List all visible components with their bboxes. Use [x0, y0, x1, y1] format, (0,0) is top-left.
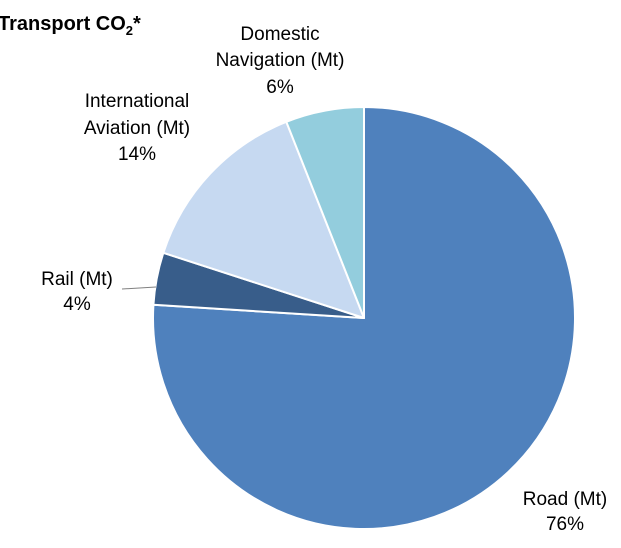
chart-title-main: Transport CO — [0, 13, 126, 35]
label-navigation-percent: 6% — [266, 77, 294, 98]
chart-title-suffix: * — [133, 13, 141, 35]
rail-leader-line — [122, 287, 156, 289]
label-aviation-percent: 14% — [118, 144, 156, 165]
label-road-percent: 76% — [546, 514, 584, 535]
label-rail-percent: 4% — [63, 294, 91, 315]
label-rail: Rail (Mt) — [41, 269, 113, 290]
chart-title: Transport CO2* — [0, 13, 141, 38]
label-navigation-line2: Navigation (Mt) — [216, 50, 345, 71]
label-aviation-line1: International — [85, 91, 190, 112]
label-road: Road (Mt) — [523, 489, 607, 510]
chart-title-subscript: 2 — [126, 23, 133, 38]
label-navigation-line1: Domestic — [240, 24, 319, 45]
pie-slices — [153, 107, 575, 529]
label-aviation-line2: Aviation (Mt) — [84, 118, 190, 139]
